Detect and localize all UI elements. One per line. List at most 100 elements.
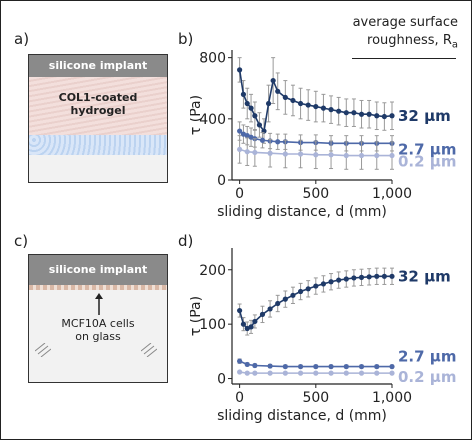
series-2 xyxy=(237,369,395,376)
data-point xyxy=(328,363,334,370)
data-point xyxy=(320,105,327,111)
data-point xyxy=(389,370,395,376)
data-point xyxy=(270,77,276,84)
data-point xyxy=(374,113,380,119)
data-point xyxy=(313,103,319,110)
data-point xyxy=(313,152,319,158)
data-point xyxy=(313,283,319,289)
substrate-layer xyxy=(29,135,167,155)
implant-layer xyxy=(29,255,167,285)
data-point xyxy=(313,363,319,370)
data-point xyxy=(297,370,304,376)
cell-layer xyxy=(29,285,167,290)
data-point xyxy=(267,150,273,156)
panel-label-a: a) xyxy=(14,30,30,48)
data-point xyxy=(237,307,243,314)
data-point xyxy=(305,102,311,108)
data-point xyxy=(237,67,243,73)
data-point xyxy=(358,152,365,159)
data-point xyxy=(237,358,243,364)
series-label: 0.2 μm xyxy=(398,153,456,171)
data-point xyxy=(358,111,365,117)
glass-hatch-icon xyxy=(141,343,157,357)
x-tick-label: 0 xyxy=(235,186,244,202)
data-point xyxy=(282,363,288,370)
data-point xyxy=(290,292,296,298)
data-point xyxy=(358,363,365,370)
schematic-cells: silicone implant MCF10A cells on glass xyxy=(28,254,168,383)
data-point xyxy=(389,113,395,119)
x-tick-label: 1,000 xyxy=(372,390,412,406)
data-point xyxy=(336,108,342,114)
data-point xyxy=(244,149,250,155)
x-tick-label: 1,000 xyxy=(372,186,412,202)
legend-title-line2: roughness, R xyxy=(367,33,452,48)
legend-title-line1: average surface xyxy=(352,15,458,30)
data-point xyxy=(259,137,266,143)
cells-label: MCF10A cells on glass xyxy=(61,317,135,343)
data-point xyxy=(282,370,288,376)
background-layer xyxy=(29,155,167,182)
data-point xyxy=(389,363,395,370)
data-point xyxy=(237,369,243,375)
series-label: 2.7 μm xyxy=(398,140,456,158)
data-point xyxy=(343,110,349,116)
data-point xyxy=(244,100,250,107)
y-tick-label: 0 xyxy=(217,173,226,189)
data-point xyxy=(275,139,281,145)
data-point xyxy=(237,128,243,134)
series-label: 32 μm xyxy=(398,107,451,125)
panel-label-b: b) xyxy=(178,30,194,48)
chart-b: 0 400 800 0 500 1,000 sliding distance, d (mm)… xyxy=(190,50,456,220)
y-tick-label: 0 xyxy=(217,372,226,388)
data-point xyxy=(328,152,334,158)
data-point xyxy=(267,306,273,312)
data-point xyxy=(343,363,349,370)
legend-title-sub: a xyxy=(451,39,458,51)
y-tick-label: 800 xyxy=(199,51,226,67)
y-axis-label: τ (Pa) xyxy=(190,296,204,336)
series-label: 32 μm xyxy=(398,267,451,285)
data-point xyxy=(297,288,304,295)
data-point xyxy=(381,273,387,279)
x-tick-label: 500 xyxy=(302,186,329,202)
y-tick-label: 100 xyxy=(199,317,226,333)
legend-title: average surface roughness, Ra xyxy=(298,14,458,55)
data-point xyxy=(240,91,247,97)
data-point xyxy=(366,111,372,117)
data-point xyxy=(237,146,243,153)
data-point xyxy=(374,273,380,279)
x-tick-label: 500 xyxy=(302,390,329,406)
data-point xyxy=(328,107,334,113)
data-point xyxy=(282,151,288,157)
data-point xyxy=(244,361,250,368)
panel-label-d: d) xyxy=(178,232,194,250)
data-point xyxy=(282,94,288,101)
x-axis-label: sliding distance, d (mm) xyxy=(217,204,387,220)
series-1 xyxy=(237,358,395,370)
series-0 xyxy=(237,57,395,144)
y-axis-label: τ (Pa) xyxy=(190,95,204,135)
data-point xyxy=(336,277,342,283)
data-point xyxy=(374,370,380,376)
data-point xyxy=(351,110,357,116)
data-point xyxy=(343,276,349,282)
data-point xyxy=(297,151,304,157)
data-point xyxy=(313,370,319,376)
arrow-icon xyxy=(95,293,103,315)
data-point xyxy=(374,363,380,370)
series-2 xyxy=(237,135,395,170)
data-point xyxy=(297,363,304,370)
data-point xyxy=(358,274,365,280)
data-point xyxy=(252,149,258,156)
glass-hatch-icon xyxy=(35,343,51,357)
data-point xyxy=(275,300,281,307)
data-point xyxy=(275,88,281,94)
data-point xyxy=(248,105,254,111)
data-point xyxy=(267,370,273,376)
data-point xyxy=(343,370,349,376)
data-point xyxy=(248,324,254,330)
data-point xyxy=(389,152,395,159)
data-point xyxy=(256,122,263,128)
